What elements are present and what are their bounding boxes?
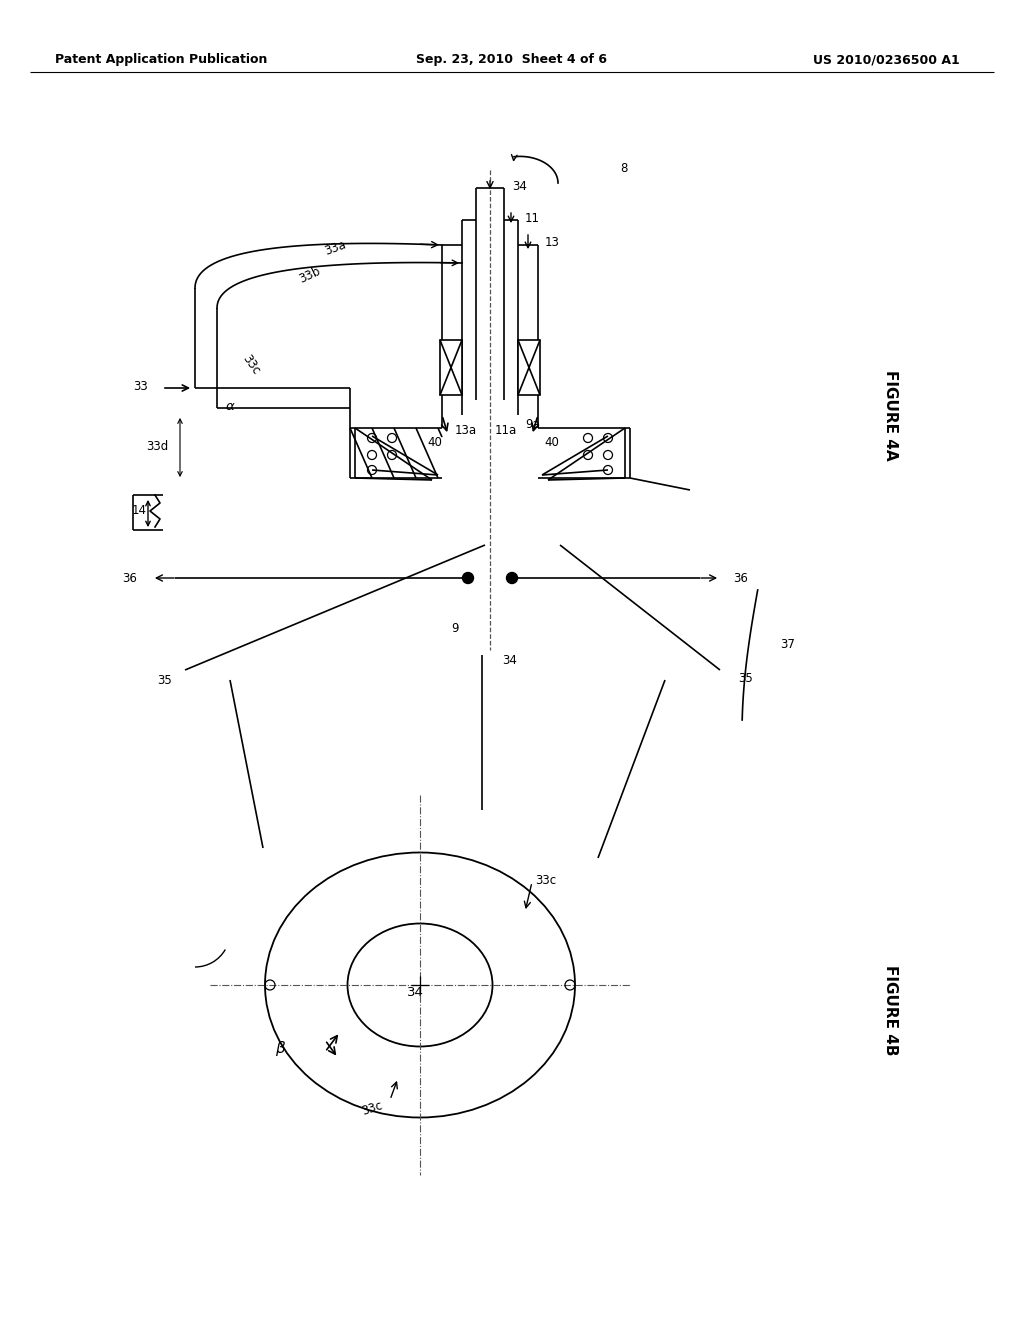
- Text: 13: 13: [545, 236, 560, 249]
- Text: 36: 36: [122, 572, 137, 585]
- Polygon shape: [440, 341, 462, 395]
- Text: 36: 36: [733, 572, 748, 585]
- Text: 11: 11: [525, 211, 540, 224]
- Polygon shape: [518, 341, 540, 395]
- Text: 35: 35: [738, 672, 753, 685]
- Text: 14: 14: [132, 503, 147, 516]
- Text: 34: 34: [407, 986, 424, 999]
- Text: Sep. 23, 2010  Sheet 4 of 6: Sep. 23, 2010 Sheet 4 of 6: [417, 54, 607, 66]
- Text: α: α: [225, 400, 234, 412]
- Text: 37: 37: [780, 639, 795, 652]
- Text: 13a: 13a: [455, 424, 477, 437]
- Text: 33d: 33d: [145, 441, 168, 454]
- Text: 40: 40: [428, 436, 442, 449]
- Circle shape: [507, 573, 517, 583]
- Text: 40: 40: [545, 436, 559, 449]
- Text: β: β: [275, 1040, 285, 1056]
- Text: Patent Application Publication: Patent Application Publication: [55, 54, 267, 66]
- Text: 33c: 33c: [240, 352, 263, 378]
- Text: 35: 35: [158, 673, 172, 686]
- Text: 33a: 33a: [323, 238, 347, 257]
- Text: FIGURE 4B: FIGURE 4B: [883, 965, 897, 1055]
- Text: 34: 34: [512, 180, 527, 193]
- Text: US 2010/0236500 A1: US 2010/0236500 A1: [813, 54, 961, 66]
- Text: 33: 33: [133, 380, 148, 392]
- Text: 33c: 33c: [360, 1098, 384, 1118]
- Text: 8: 8: [620, 161, 628, 174]
- Text: 9a: 9a: [525, 418, 540, 432]
- Text: FIGURE 4A: FIGURE 4A: [883, 370, 897, 461]
- Text: 11a: 11a: [495, 424, 517, 437]
- Text: 34: 34: [502, 653, 517, 667]
- Text: 9: 9: [452, 622, 459, 635]
- Text: 33b: 33b: [297, 264, 323, 285]
- Text: 33c: 33c: [535, 874, 556, 887]
- Circle shape: [463, 573, 473, 583]
